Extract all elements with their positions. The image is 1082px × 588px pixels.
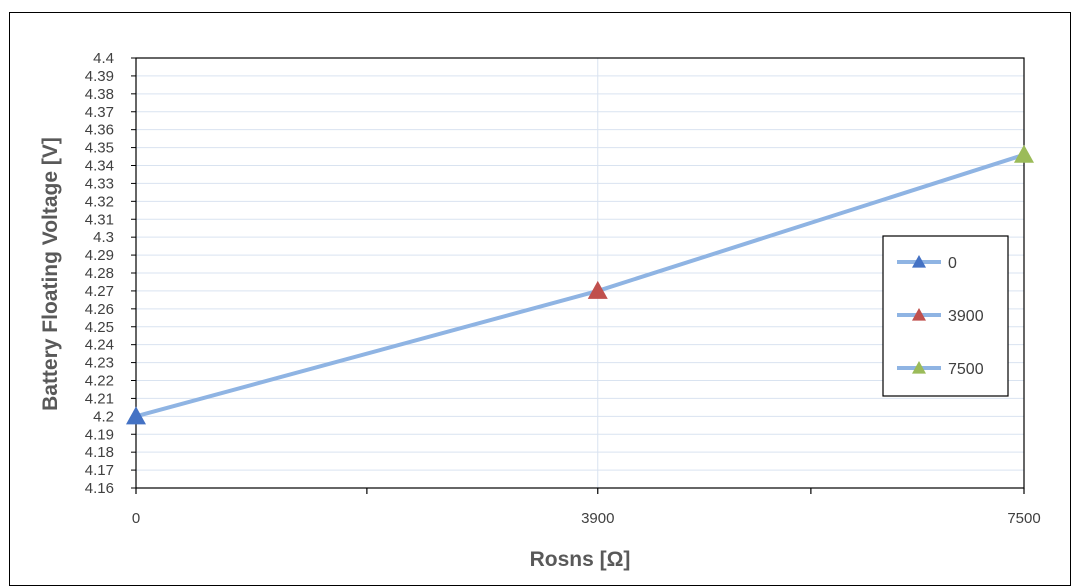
x-axis-title: Rosns [Ω] xyxy=(530,548,631,571)
legend-marker xyxy=(912,255,926,268)
y-tick-label: 4.3 xyxy=(93,229,114,246)
y-tick-label: 4.38 xyxy=(85,86,114,103)
y-tick-label: 4.22 xyxy=(85,373,114,390)
y-tick-label: 4.37 xyxy=(85,104,114,121)
y-tick-label: 4.18 xyxy=(85,444,114,461)
legend: 0 3900 7500 xyxy=(882,235,1009,397)
data-point-marker xyxy=(1014,144,1034,163)
y-tick-label: 4.39 xyxy=(85,68,114,85)
y-tick-label: 4.17 xyxy=(85,462,114,479)
y-tick-label: 4.28 xyxy=(85,265,114,282)
y-tick-label: 4.21 xyxy=(85,390,114,407)
y-tick-label: 4.33 xyxy=(85,175,114,192)
plot-area xyxy=(135,57,1025,489)
y-tick-label: 4.36 xyxy=(85,122,114,139)
x-tick-label: 7500 xyxy=(1007,510,1040,527)
y-tick-label: 4.16 xyxy=(85,480,114,497)
x-tick-labels: 0 3900 7500 xyxy=(132,510,1041,527)
legend-marker xyxy=(912,361,926,374)
data-point-marker xyxy=(126,406,146,425)
y-tick-label: 4.34 xyxy=(85,158,114,175)
y-tick-label: 4.23 xyxy=(85,355,114,372)
grid-lines xyxy=(135,57,1025,489)
legend-label: 7500 xyxy=(948,361,984,378)
y-tick-label: 4.27 xyxy=(85,283,114,300)
y-tick-label: 4.2 xyxy=(93,408,114,425)
y-tick-label: 4.35 xyxy=(85,140,114,157)
legend-label: 3900 xyxy=(948,308,984,325)
series xyxy=(126,144,1034,425)
y-tick-label: 4.32 xyxy=(85,193,114,210)
y-axis-title: Battery Floating Voltage [V] xyxy=(39,137,62,411)
data-point-marker xyxy=(587,280,608,299)
y-tick-label: 4.25 xyxy=(85,319,114,336)
y-tick-label: 4.4 xyxy=(93,50,114,67)
y-tick-label: 4.26 xyxy=(85,301,114,318)
x-tick-label: 0 xyxy=(132,510,140,527)
y-tick-label: 4.29 xyxy=(85,247,114,264)
x-tick-label: 3900 xyxy=(581,510,614,527)
chart-frame xyxy=(9,12,1071,586)
axes xyxy=(131,57,1025,494)
y-tick-label: 4.31 xyxy=(85,211,114,228)
legend-label: 0 xyxy=(948,255,957,272)
y-tick-label: 4.19 xyxy=(85,426,114,443)
legend-marker xyxy=(912,308,926,321)
y-tick-labels: 4.164.174.184.194.24.214.224.234.244.254… xyxy=(85,50,114,497)
y-tick-label: 4.24 xyxy=(85,337,114,354)
